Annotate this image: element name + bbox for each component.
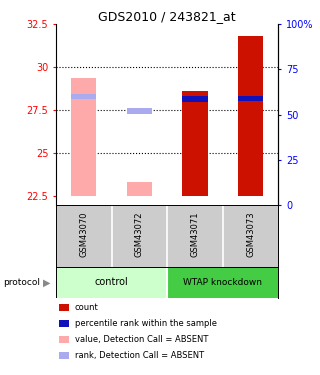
Text: GSM43071: GSM43071	[190, 212, 199, 257]
Bar	[127, 108, 152, 114]
Bar	[71, 78, 96, 196]
Text: count: count	[75, 303, 99, 312]
Text: GSM43073: GSM43073	[246, 212, 255, 258]
Bar	[59, 352, 69, 359]
Bar	[182, 96, 207, 102]
Text: GSM43070: GSM43070	[79, 212, 88, 257]
Bar	[238, 36, 263, 196]
Text: WTAP knockdown: WTAP knockdown	[183, 278, 262, 287]
Title: GDS2010 / 243821_at: GDS2010 / 243821_at	[98, 10, 236, 23]
Text: GSM43072: GSM43072	[135, 212, 144, 257]
Text: control: control	[95, 278, 128, 287]
Text: rank, Detection Call = ABSENT: rank, Detection Call = ABSENT	[75, 351, 204, 360]
Text: value, Detection Call = ABSENT: value, Detection Call = ABSENT	[75, 335, 208, 344]
Bar	[182, 92, 207, 196]
Bar	[71, 94, 96, 99]
Bar	[59, 336, 69, 343]
Bar	[238, 96, 263, 101]
Text: percentile rank within the sample: percentile rank within the sample	[75, 319, 217, 328]
Bar	[167, 267, 278, 298]
Text: protocol: protocol	[3, 278, 40, 287]
Bar	[56, 267, 167, 298]
Bar	[59, 304, 69, 311]
Bar	[127, 182, 152, 196]
Text: ▶: ▶	[43, 278, 51, 287]
Bar	[59, 320, 69, 327]
